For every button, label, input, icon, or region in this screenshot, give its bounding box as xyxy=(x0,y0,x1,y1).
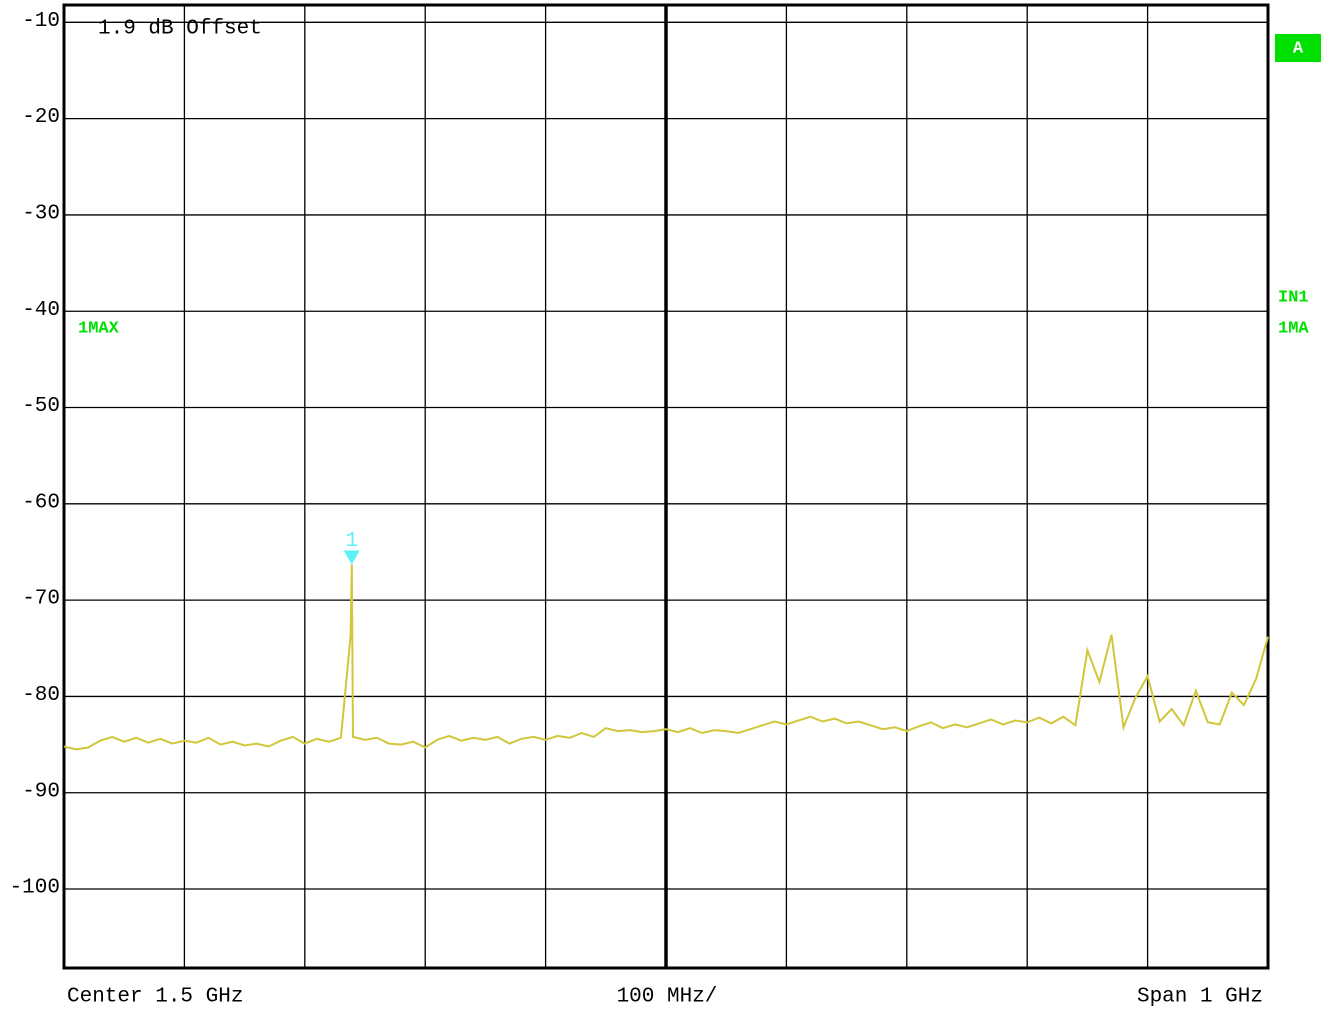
scale-label: 100 MHz/ xyxy=(617,986,718,1009)
y-tick-label: -20 xyxy=(22,106,60,129)
plot-frame xyxy=(62,3,1270,970)
trace-label-left: 1MAX xyxy=(78,319,120,338)
trace xyxy=(63,564,1269,751)
status-label: A xyxy=(1293,39,1304,58)
status-box xyxy=(1275,34,1321,62)
y-tick-label: -70 xyxy=(22,588,60,611)
y-tick-label: -60 xyxy=(22,491,60,514)
y-tick-label: -50 xyxy=(22,395,60,418)
span-label: Span 1 GHz xyxy=(1137,986,1263,1009)
marker-label: 1 xyxy=(345,530,358,553)
y-tick-label: -90 xyxy=(22,780,60,803)
marker xyxy=(343,550,360,565)
input-label: IN1 xyxy=(1278,288,1309,307)
center-label: Center 1.5 GHz xyxy=(67,986,243,1009)
trace-label-right: 1MA xyxy=(1278,319,1309,338)
y-tick-label: -100 xyxy=(10,877,60,900)
y-tick-label: -80 xyxy=(22,684,60,707)
y-tick-label: -10 xyxy=(22,10,60,33)
y-tick-label: -40 xyxy=(22,299,60,322)
offset-label: 1.9 dB Offset xyxy=(98,18,262,41)
y-tick-label: -30 xyxy=(22,202,60,225)
